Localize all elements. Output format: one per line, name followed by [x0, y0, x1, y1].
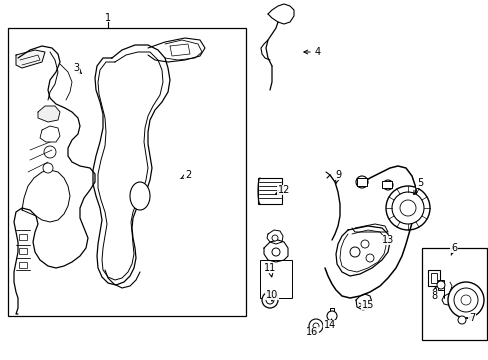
Bar [381, 181, 391, 188]
Circle shape [326, 311, 336, 321]
Circle shape [453, 288, 477, 312]
Text: 8: 8 [430, 291, 436, 301]
Text: 5: 5 [416, 178, 422, 188]
Polygon shape [14, 46, 95, 314]
Polygon shape [266, 230, 283, 244]
Bar [437, 280, 443, 290]
Polygon shape [441, 292, 455, 306]
Circle shape [271, 248, 280, 256]
Polygon shape [38, 106, 60, 122]
Bar [421, 248, 486, 340]
Bar [356, 178, 366, 186]
Text: 10: 10 [265, 290, 278, 300]
Circle shape [436, 281, 444, 289]
Polygon shape [16, 50, 45, 68]
Text: 7: 7 [468, 313, 474, 323]
Circle shape [447, 282, 483, 318]
Circle shape [308, 319, 323, 333]
Text: 11: 11 [264, 263, 276, 273]
Text: 14: 14 [323, 320, 335, 330]
Circle shape [355, 176, 367, 188]
Bar [19, 234, 27, 240]
Circle shape [457, 316, 465, 324]
Circle shape [360, 240, 368, 248]
Circle shape [312, 323, 318, 329]
Bar [258, 178, 282, 204]
Text: 13: 13 [381, 235, 393, 245]
Circle shape [391, 192, 423, 224]
Circle shape [262, 292, 278, 308]
Polygon shape [351, 224, 387, 232]
Circle shape [385, 186, 429, 230]
Polygon shape [148, 38, 204, 62]
Circle shape [349, 247, 359, 257]
Bar [260, 260, 291, 298]
Polygon shape [355, 294, 371, 310]
Bar [19, 248, 27, 254]
Circle shape [44, 146, 56, 158]
Text: 6: 6 [450, 243, 456, 253]
Circle shape [399, 200, 415, 216]
Bar [8, 28, 245, 316]
Polygon shape [264, 240, 287, 262]
Text: 9: 9 [334, 170, 340, 180]
Text: 3: 3 [73, 63, 79, 73]
Text: 2: 2 [184, 170, 191, 180]
Text: 16: 16 [305, 327, 318, 337]
Ellipse shape [130, 182, 150, 210]
Text: 1: 1 [105, 13, 111, 23]
Circle shape [460, 295, 470, 305]
Bar [19, 262, 27, 268]
Polygon shape [93, 45, 170, 285]
Circle shape [365, 254, 373, 262]
Circle shape [43, 163, 53, 173]
Text: 12: 12 [277, 185, 289, 195]
Text: 15: 15 [361, 300, 373, 310]
Circle shape [271, 235, 278, 241]
Bar [427, 270, 439, 286]
Circle shape [265, 296, 273, 304]
Circle shape [382, 180, 392, 190]
Polygon shape [335, 226, 389, 276]
Bar [430, 273, 436, 283]
Text: 4: 4 [314, 47, 321, 57]
